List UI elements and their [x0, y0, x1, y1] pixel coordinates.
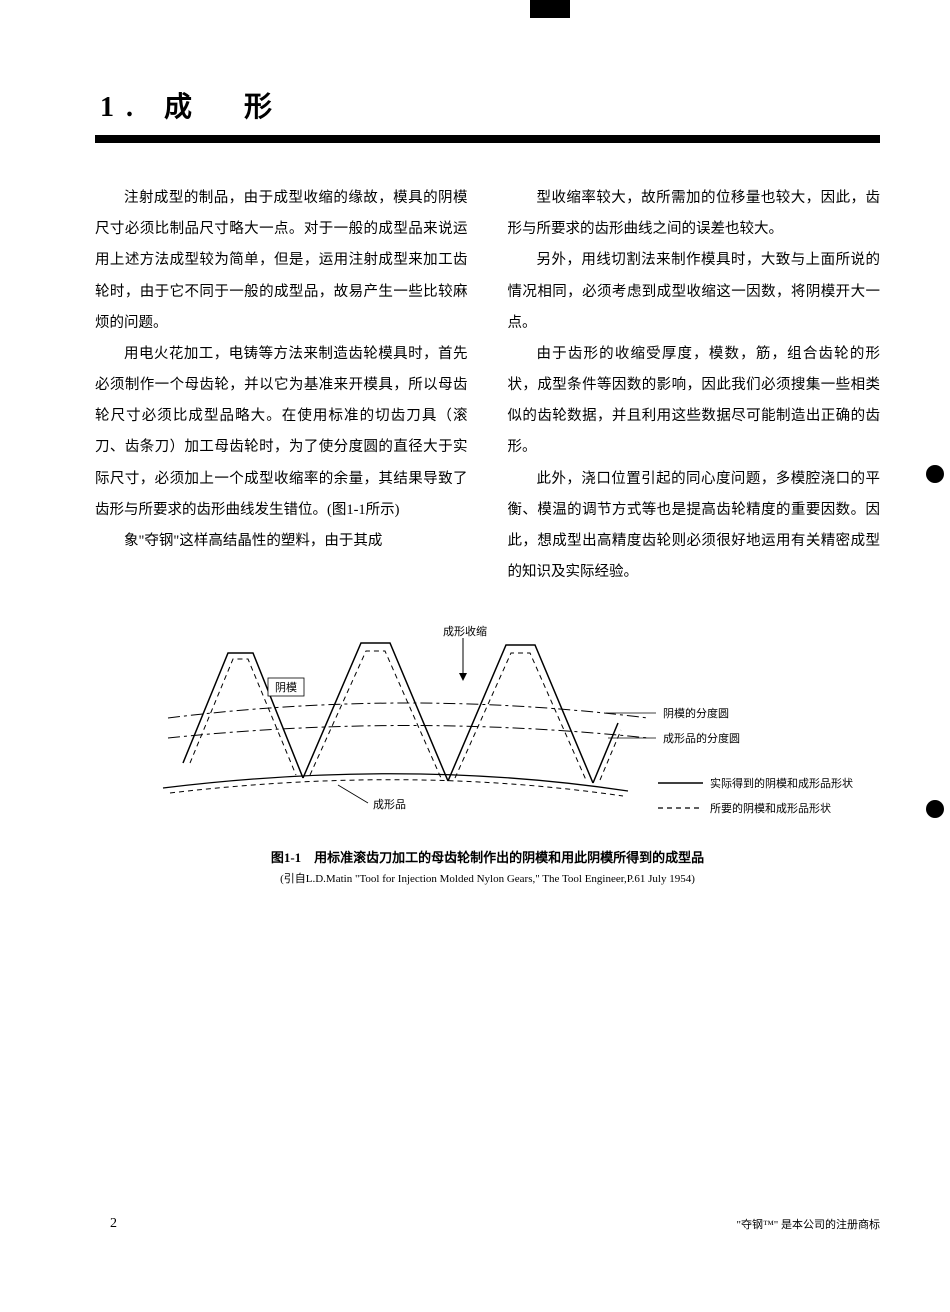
paragraph: 注射成型的制品，由于成型收缩的缘故，模具的阴模尺寸必须比制品尺寸略大一点。对于一…: [95, 183, 468, 339]
title-rule: [95, 135, 880, 143]
label-mold: 阴模: [275, 681, 297, 694]
paragraph: 用电火花加工，电铸等方法来制造齿轮模具时，首先必须制作一个母齿轮，并以它为基准来…: [95, 339, 468, 526]
figure-1-1: 成形收缩 阴模 成形品 阴模的分度圆 成形品的分度圆 实际得到的阴模和成形品形状…: [95, 623, 880, 886]
label-mold-pitch: 阴模的分度圆: [663, 706, 729, 720]
legend-required: 所要的阴模和成形品形状: [710, 801, 831, 815]
paragraph: 由于齿形的收缩受厚度，模数，筋，组合齿轮的形状，成型条件等因数的影响，因此我们必…: [508, 339, 881, 464]
paragraph: 另外，用线切割法来制作模具时，大致与上面所说的情况相同，必须考虑到成型收缩这一因…: [508, 245, 881, 339]
paragraph: 象"夺钢"这样高结晶性的塑料，由于其成: [95, 526, 468, 557]
left-column: 注射成型的制品，由于成型收缩的缘故，模具的阴模尺寸必须比制品尺寸略大一点。对于一…: [95, 183, 468, 588]
figure-citation: (引自L.D.Matin "Tool for Injection Molded …: [95, 870, 880, 886]
right-column: 型收缩率较大，故所需加的位移量也较大，因此，齿形与所要求的齿形曲线之间的误差也较…: [508, 183, 881, 588]
body-text: 注射成型的制品，由于成型收缩的缘故，模具的阴模尺寸必须比制品尺寸略大一点。对于一…: [95, 183, 880, 588]
label-shrink: 成形收缩: [443, 624, 487, 638]
trademark-note: "夺钢™" 是本公司的注册商标: [736, 1216, 880, 1232]
legend-actual: 实际得到的阴模和成形品形状: [710, 776, 853, 790]
chapter-title: 1. 成 形: [95, 85, 880, 125]
punch-hole: [926, 465, 944, 483]
label-product-pitch: 成形品的分度圆: [663, 731, 740, 745]
paragraph: 型收缩率较大，故所需加的位移量也较大，因此，齿形与所要求的齿形曲线之间的误差也较…: [508, 183, 881, 245]
figure-caption: 图1-1 用标准滚齿刀加工的母齿轮制作出的阴模和用此阴模所得到的成型品: [95, 847, 880, 866]
punch-hole: [926, 800, 944, 818]
page-number: 2: [110, 1216, 117, 1232]
gear-tooth-diagram: 成形收缩 阴模 成形品 阴模的分度圆 成形品的分度圆 实际得到的阴模和成形品形状…: [108, 623, 868, 833]
scan-mark: [530, 0, 570, 18]
paragraph: 此外，浇口位置引起的同心度问题，多模腔浇口的平衡、模温的调节方式等也是提高齿轮精…: [508, 464, 881, 589]
label-product: 成形品: [373, 798, 406, 811]
